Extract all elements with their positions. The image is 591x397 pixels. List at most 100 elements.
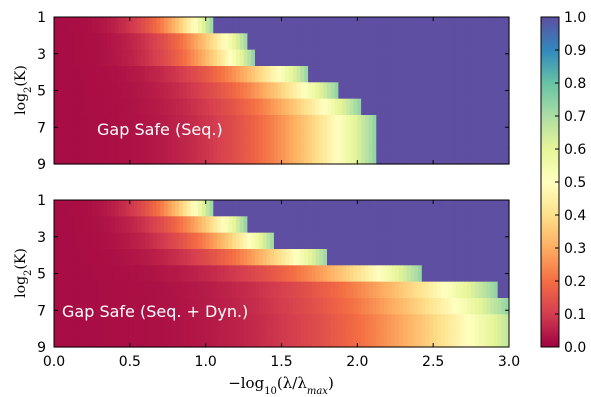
bottom-heatmap-cell xyxy=(319,200,324,217)
top-heatmap-cell xyxy=(501,66,506,83)
top-heatmap-cell xyxy=(364,33,370,51)
top-heatmap-cell xyxy=(61,66,66,83)
bottom-heatmap-cell xyxy=(228,216,233,234)
top-heatmap-cell xyxy=(315,82,321,100)
top-heatmap-cell xyxy=(186,66,192,83)
top-heatmap-cell xyxy=(490,66,495,83)
bottom-heatmap-cell xyxy=(118,216,123,234)
top-heatmap-cell xyxy=(198,131,203,149)
top-heatmap-cell xyxy=(285,98,290,116)
top-heatmap-cell xyxy=(103,17,108,34)
top-heatmap-cell xyxy=(137,66,142,83)
bottom-heatmap-cell xyxy=(380,249,385,266)
bottom-heatmap-cell xyxy=(493,265,499,283)
bottom-heatmap-cell xyxy=(201,265,207,283)
bottom-heatmap-cell xyxy=(122,249,127,266)
bottom-heatmap-cell xyxy=(448,249,453,266)
bottom-heatmap-cell xyxy=(88,200,93,217)
top-heatmap-cell xyxy=(209,147,214,165)
bottom-heatmap-cell xyxy=(84,265,89,283)
bottom-heatmap-cell xyxy=(198,281,203,299)
top-heatmap-cell xyxy=(478,82,484,100)
top-heatmap-cell xyxy=(179,98,184,116)
top-heatmap-cell xyxy=(148,17,154,34)
bottom-heatmap-cell xyxy=(266,200,271,217)
bottom-heatmap-cell xyxy=(224,249,230,266)
bottom-heatmap-cell xyxy=(243,281,248,299)
top-heatmap-cell xyxy=(433,82,438,100)
top-heatmap-cell xyxy=(239,98,245,116)
bottom-heatmap-cell xyxy=(152,249,157,266)
top-heatmap-cell xyxy=(137,17,142,34)
top-heatmap-cell xyxy=(300,66,305,83)
top-heatmap-cell xyxy=(84,115,89,132)
bottom-heatmap-cell xyxy=(406,232,412,250)
top-heatmap-cell xyxy=(395,147,400,165)
top-heatmap-cell xyxy=(273,17,279,34)
top-heatmap-cell xyxy=(133,17,139,34)
bottom-heatmap-cell xyxy=(232,232,237,250)
bottom-heatmap-cell xyxy=(129,298,135,315)
bottom-heatmap-cell xyxy=(107,265,112,283)
top-heatmap-cell xyxy=(99,98,104,116)
bottom-heatmap-cell xyxy=(478,200,484,217)
bottom-heatmap-cell xyxy=(84,200,89,217)
bottom-heatmap-cell xyxy=(148,200,154,217)
top-heatmap-cell xyxy=(486,98,491,116)
top-heatmap-cell xyxy=(444,147,449,165)
bottom-heatmap-cell xyxy=(171,200,176,217)
bottom-heatmap-cell xyxy=(292,232,298,250)
bottom-heatmap-cell xyxy=(145,216,150,234)
bottom-heatmap-cell xyxy=(126,216,131,234)
top-heatmap-cell xyxy=(160,49,165,67)
colorbar: 0.00.10.20.30.40.50.60.70.80.91.0 xyxy=(540,10,586,356)
bottom-heatmap-cell xyxy=(505,298,510,315)
bottom-heatmap-cell xyxy=(190,265,195,283)
top-heatmap-cell xyxy=(228,17,233,34)
bottom-heatmap-cell xyxy=(486,232,491,250)
top-heatmap-cell xyxy=(330,82,336,100)
bottom-heatmap-cell xyxy=(338,216,343,234)
top-heatmap-cell xyxy=(380,66,385,83)
bottom-heatmap-cell xyxy=(338,314,343,332)
bottom-heatmap-cell xyxy=(342,330,347,348)
bottom-heatmap-cell xyxy=(402,281,408,299)
bottom-heatmap-cell xyxy=(99,298,104,315)
bottom-heatmap-cell xyxy=(444,249,449,266)
top-heatmap-cell xyxy=(353,66,358,83)
top-heatmap-cell xyxy=(258,17,264,34)
top-heatmap-cell xyxy=(376,49,381,67)
top-heatmap-cell xyxy=(482,82,487,100)
top-heatmap-cell xyxy=(311,17,317,34)
bottom-heatmap-cell xyxy=(232,249,237,266)
top-heatmap-cell xyxy=(387,82,393,100)
top-heatmap-cell xyxy=(304,115,309,132)
top-heatmap-cell xyxy=(171,66,176,83)
bottom-heatmap-cell xyxy=(349,281,355,299)
bottom-heatmap-cell xyxy=(107,249,112,266)
bottom-heatmap-cell xyxy=(228,281,233,299)
top-heatmap-cell xyxy=(137,33,142,51)
bottom-heatmap-cell xyxy=(156,298,161,315)
bottom-heatmap-cell xyxy=(152,265,157,283)
top-heatmap-cell xyxy=(217,49,222,67)
bottom-heatmap-cell xyxy=(493,281,499,299)
top-heatmap-cell xyxy=(156,66,161,83)
top-heatmap-cell xyxy=(273,33,279,51)
bottom-heatmap-cell xyxy=(296,265,302,283)
top-heatmap-cell xyxy=(84,33,89,51)
top-heatmap-cell xyxy=(232,115,237,132)
top-heatmap-cell xyxy=(281,82,286,100)
top-heatmap-cell xyxy=(463,49,468,67)
top-heatmap-cell xyxy=(72,17,78,34)
bottom-heatmap-cell xyxy=(220,281,226,299)
top-heatmap-cell xyxy=(277,49,283,67)
bottom-heatmap-cell xyxy=(76,232,82,250)
bottom-heatmap-cell xyxy=(262,298,267,315)
colorbar-tick-label: 0.6 xyxy=(564,142,586,158)
bottom-heatmap-cell xyxy=(467,298,472,315)
bottom-heatmap-cell xyxy=(342,298,347,315)
top-heatmap-cell xyxy=(129,115,135,132)
top-heatmap-cell xyxy=(455,147,461,165)
top-heatmap-cell xyxy=(406,66,412,83)
